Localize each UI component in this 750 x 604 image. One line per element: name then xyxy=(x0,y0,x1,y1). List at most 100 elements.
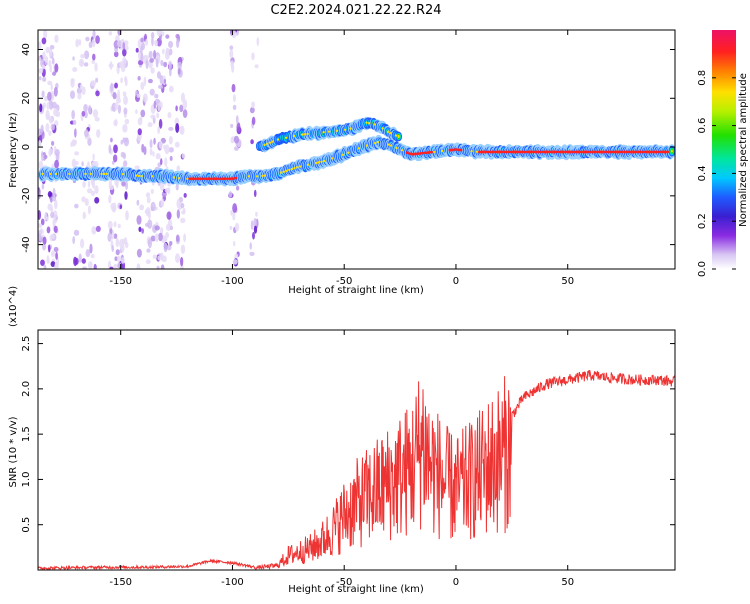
heatmap-noise-cell xyxy=(233,240,236,247)
heatmap-noise-cell xyxy=(169,156,173,161)
heatmap-peak-cell xyxy=(217,177,222,181)
heatmap-noise-cell xyxy=(168,48,173,56)
heatmap-peak-cell xyxy=(416,152,420,156)
heatmap-peak-cell xyxy=(373,141,377,145)
spectrogram-y-tick-label: 0 xyxy=(21,144,32,150)
heatmap-peak-cell xyxy=(140,174,143,178)
heatmap-peak-cell xyxy=(178,177,181,180)
heatmap-noise-cell xyxy=(136,93,141,98)
heatmap-noise-cell xyxy=(94,197,100,204)
heatmap-peak-cell xyxy=(555,150,560,154)
heatmap-noise-cell xyxy=(177,67,181,75)
heatmap-noise-cell xyxy=(74,203,79,209)
heatmap-noise-cell xyxy=(47,91,52,101)
heatmap-noise-cell xyxy=(139,204,145,211)
colorbar-label: Normalized spectral amplitude xyxy=(738,73,749,227)
heatmap-peak-cell xyxy=(483,150,487,154)
heatmap-noise-cell xyxy=(38,56,42,62)
heatmap-peak-cell xyxy=(526,150,530,154)
heatmap-noise-cell xyxy=(54,63,59,73)
heatmap-noise-cell xyxy=(82,211,87,220)
heatmap-noise-cell xyxy=(155,58,159,68)
heatmap-noise-cell xyxy=(71,109,75,120)
heatmap-peak-cell xyxy=(593,150,597,154)
heatmap-noise-cell xyxy=(147,78,153,84)
heatmap-noise-cell xyxy=(41,130,45,140)
spectrogram-x-tick-label: -100 xyxy=(221,276,244,287)
heatmap-noise-cell xyxy=(54,159,59,169)
heatmap-noise-cell xyxy=(41,183,45,190)
heatmap-noise-cell xyxy=(87,104,92,115)
heatmap-noise-cell xyxy=(44,211,47,221)
heatmap-noise-cell xyxy=(107,232,112,242)
heatmap-peak-cell xyxy=(606,150,610,154)
heatmap-noise-cell xyxy=(162,237,168,242)
spectrogram-y-tick-label: -40 xyxy=(21,236,32,252)
heatmap-peak-cell xyxy=(534,150,538,154)
heatmap-noise-cell xyxy=(79,238,85,249)
heatmap-noise-cell xyxy=(152,254,158,259)
heatmap-peak-cell xyxy=(303,133,307,136)
heatmap-noise-cell xyxy=(85,36,90,42)
heatmap-noise-cell xyxy=(177,61,183,70)
heatmap-noise-cell xyxy=(175,105,178,112)
heatmap-noise-cell xyxy=(150,32,155,39)
colorbar-tick-label: 0.6 xyxy=(697,118,708,134)
heatmap-noise-cell xyxy=(167,219,173,228)
heatmap-noise-cell xyxy=(230,60,234,69)
snr-y-tick-label: 0.5 xyxy=(21,517,32,533)
heatmap-noise-cell xyxy=(120,151,125,158)
heatmap-noise-cell xyxy=(147,219,153,229)
heatmap-peak-cell xyxy=(196,177,200,181)
heatmap-noise-cell xyxy=(124,76,128,83)
heatmap-peak-cell xyxy=(84,172,87,176)
heatmap-peak-cell xyxy=(172,176,176,179)
heatmap-noise-cell xyxy=(88,41,93,48)
heatmap-peak-cell xyxy=(408,152,412,156)
heatmap-noise-cell xyxy=(75,38,79,48)
heatmap-noise-cell xyxy=(112,92,117,100)
heatmap-peak-cell xyxy=(622,150,627,154)
heatmap-noise-cell xyxy=(108,63,114,68)
colorbar-tick-label: 0.8 xyxy=(697,70,708,86)
heatmap-noise-cell xyxy=(109,266,114,269)
heatmap-peak-cell xyxy=(574,150,578,154)
heatmap-noise-cell xyxy=(54,261,59,269)
heatmap-noise-cell xyxy=(229,225,233,231)
heatmap-noise-cell xyxy=(92,109,99,118)
heatmap-peak-cell xyxy=(453,148,458,151)
heatmap-peak-cell xyxy=(193,177,197,181)
heatmap-peak-cell xyxy=(486,150,490,154)
heatmap-peak-cell xyxy=(598,150,602,154)
heatmap-noise-cell xyxy=(110,137,113,143)
heatmap-noise-cell xyxy=(135,47,139,53)
heatmap-noise-cell xyxy=(232,210,236,221)
heatmap-peak-cell xyxy=(636,150,640,154)
heatmap-noise-cell xyxy=(96,128,101,138)
heatmap-noise-cell xyxy=(49,45,55,50)
heatmap-noise-cell xyxy=(169,240,173,247)
heatmap-peak-cell xyxy=(349,127,352,130)
heatmap-noise-cell xyxy=(113,233,118,239)
heatmap-noise-cell xyxy=(176,209,181,219)
heatmap-noise-cell xyxy=(108,144,112,154)
heatmap-noise-cell xyxy=(81,161,84,167)
heatmap-noise-cell xyxy=(72,56,75,61)
heatmap-peak-cell xyxy=(596,150,600,154)
heatmap-noise-cell xyxy=(48,130,52,136)
heatmap-noise-cell xyxy=(50,211,55,219)
heatmap-peak-cell xyxy=(612,150,616,154)
colorbar: 0.0 0.2 0.4 0.6 0.8 Normalized spectral ampl… xyxy=(697,30,749,277)
heatmap-peak-cell xyxy=(288,168,291,172)
heatmap-peak-cell xyxy=(523,150,527,154)
heatmap-noise-cell xyxy=(111,160,115,165)
heatmap-peak-cell xyxy=(657,150,661,154)
heatmap-peak-cell xyxy=(451,148,455,152)
heatmap-noise-cell xyxy=(149,88,155,96)
heatmap-peak-cell xyxy=(470,150,473,153)
heatmap-peak-cell xyxy=(609,150,613,154)
heatmap-noise-cell xyxy=(152,151,155,157)
heatmap-noise-cell xyxy=(81,196,86,203)
heatmap-noise-cell xyxy=(137,75,141,81)
heatmap-noise-cell xyxy=(50,83,53,91)
